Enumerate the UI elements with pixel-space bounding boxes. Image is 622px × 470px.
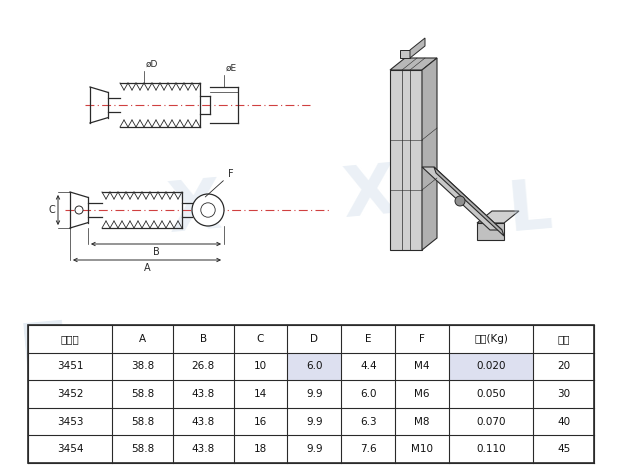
Polygon shape xyxy=(410,38,425,58)
Text: 6.3: 6.3 xyxy=(360,416,376,427)
Text: F: F xyxy=(205,169,234,197)
Text: C: C xyxy=(257,334,264,344)
Text: 18: 18 xyxy=(254,444,267,454)
Text: 7.6: 7.6 xyxy=(360,444,376,454)
Polygon shape xyxy=(422,58,437,250)
Text: 26.8: 26.8 xyxy=(192,361,215,371)
Polygon shape xyxy=(477,211,519,223)
Text: M8: M8 xyxy=(414,416,430,427)
Text: 58.8: 58.8 xyxy=(131,389,154,399)
Bar xyxy=(449,352,533,380)
Text: 0.020: 0.020 xyxy=(476,361,506,371)
Text: M4: M4 xyxy=(414,361,430,371)
Text: 4.4: 4.4 xyxy=(360,361,376,371)
Text: 9.9: 9.9 xyxy=(306,444,323,454)
Text: 0.050: 0.050 xyxy=(476,389,506,399)
Text: 型号: 型号 xyxy=(557,334,570,344)
Polygon shape xyxy=(434,167,504,236)
Text: F: F xyxy=(419,334,425,344)
Text: 43.8: 43.8 xyxy=(192,444,215,454)
Text: 3451: 3451 xyxy=(57,361,83,371)
Text: D: D xyxy=(310,334,318,344)
Text: C: C xyxy=(49,205,55,215)
Circle shape xyxy=(201,203,215,217)
Text: øE: øE xyxy=(226,64,237,73)
Text: 45: 45 xyxy=(557,444,570,454)
Text: B: B xyxy=(200,334,207,344)
Text: 30: 30 xyxy=(557,389,570,399)
Text: 43.8: 43.8 xyxy=(192,389,215,399)
Circle shape xyxy=(192,194,224,226)
Text: øD: øD xyxy=(146,60,159,69)
Text: 40: 40 xyxy=(557,416,570,427)
Text: L: L xyxy=(505,175,555,245)
Polygon shape xyxy=(477,223,504,240)
Circle shape xyxy=(75,206,83,214)
Text: 16: 16 xyxy=(254,416,267,427)
Text: 43.8: 43.8 xyxy=(192,416,215,427)
Polygon shape xyxy=(390,58,437,70)
Text: 3454: 3454 xyxy=(57,444,83,454)
Polygon shape xyxy=(390,70,422,250)
Text: 6.0: 6.0 xyxy=(306,361,323,371)
Text: B: B xyxy=(152,247,159,257)
Polygon shape xyxy=(400,50,410,58)
Text: F: F xyxy=(16,316,74,394)
Text: 9.9: 9.9 xyxy=(306,389,323,399)
Text: 订货号: 订货号 xyxy=(61,334,80,344)
Text: 3452: 3452 xyxy=(57,389,83,399)
Text: 3453: 3453 xyxy=(57,416,83,427)
Text: 10: 10 xyxy=(254,361,267,371)
Bar xyxy=(287,352,341,380)
Text: A: A xyxy=(144,263,151,273)
Text: 14: 14 xyxy=(254,389,267,399)
Text: X: X xyxy=(165,174,225,246)
Text: 58.8: 58.8 xyxy=(131,416,154,427)
Polygon shape xyxy=(422,167,502,230)
Text: 0.070: 0.070 xyxy=(476,416,506,427)
Text: 0.110: 0.110 xyxy=(476,444,506,454)
Text: 38.8: 38.8 xyxy=(131,361,154,371)
Circle shape xyxy=(455,196,465,206)
Text: M10: M10 xyxy=(411,444,433,454)
Text: 20: 20 xyxy=(557,361,570,371)
Text: E: E xyxy=(365,334,371,344)
Text: X: X xyxy=(340,159,399,231)
Text: A: A xyxy=(139,334,146,344)
Text: 6.0: 6.0 xyxy=(360,389,376,399)
Text: 58.8: 58.8 xyxy=(131,444,154,454)
Text: 重量(Kg): 重量(Kg) xyxy=(475,334,508,344)
Bar xyxy=(28,325,594,463)
Text: M6: M6 xyxy=(414,389,430,399)
Text: 9.9: 9.9 xyxy=(306,416,323,427)
